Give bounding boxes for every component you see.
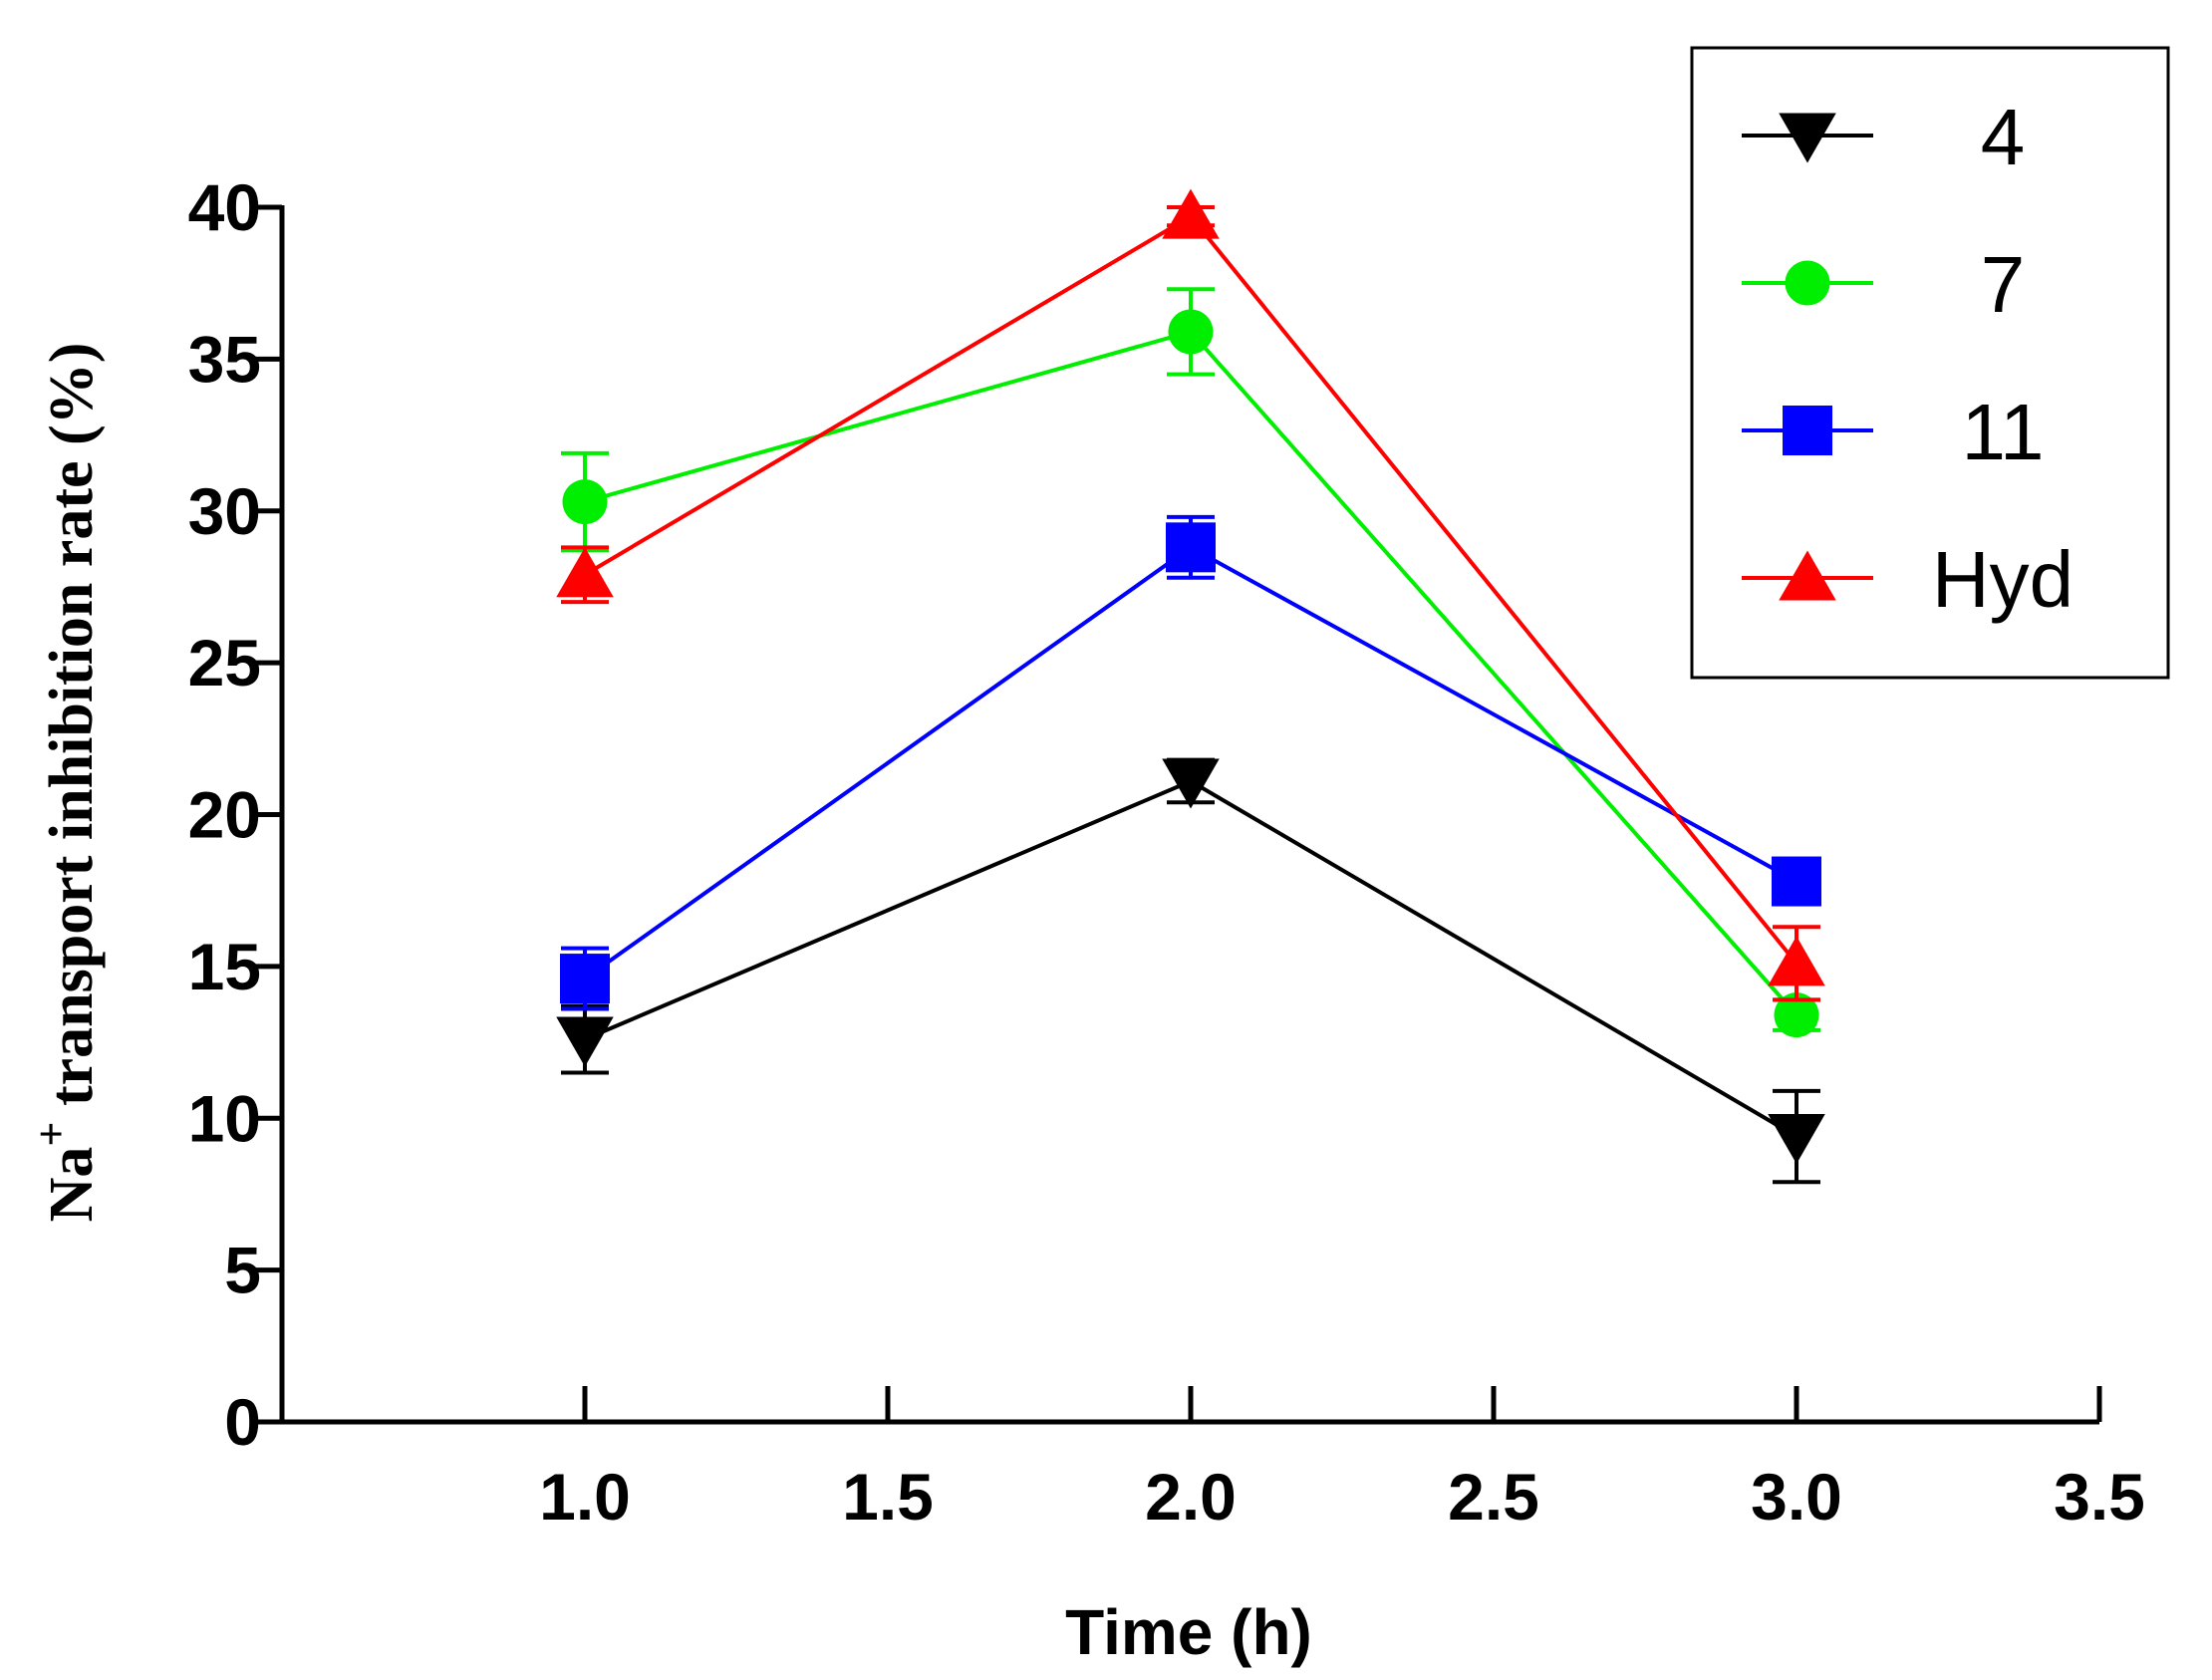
x-tick-label: 2.0	[1145, 1460, 1237, 1534]
y-tick-label: 30	[188, 474, 261, 548]
y-tick-label: 35	[188, 322, 261, 396]
legend-item-Hyd: Hyd	[1742, 535, 2074, 624]
y-tick-label: 20	[188, 778, 261, 852]
legend-item-11: 11	[1742, 388, 2045, 476]
data-point	[562, 479, 608, 525]
data-point	[556, 1016, 614, 1067]
series-group	[556, 188, 1825, 1185]
y-tick-label: 15	[188, 930, 261, 1003]
data-point	[1768, 936, 1825, 986]
y-tick-label: 0	[224, 1385, 261, 1459]
series-line-7	[584, 329, 1798, 1016]
data-point	[560, 954, 610, 1004]
y-ticks: 0 5 10 15 20 25 30 35 40	[188, 170, 282, 1459]
data-point	[1162, 188, 1220, 239]
x-tick-label: 3.5	[2054, 1460, 2145, 1534]
x-tick-label: 2.5	[1448, 1460, 1539, 1534]
legend-box	[1690, 46, 2170, 680]
y-axis-title-post: transport inhibition rate (%)	[38, 343, 106, 1122]
legend-label: 7	[1981, 240, 2026, 329]
y-tick-label: 10	[188, 1081, 261, 1155]
x-tick-label: 3.0	[1751, 1460, 1842, 1534]
data-point	[556, 547, 614, 598]
legend-label: 11	[1961, 388, 2044, 476]
series-4	[556, 757, 1825, 1185]
data-point	[1162, 758, 1220, 809]
y-tick-label: 5	[224, 1234, 261, 1307]
legend-label: 4	[1981, 93, 2026, 181]
legend-marker	[1783, 406, 1832, 455]
data-point	[1768, 1114, 1825, 1165]
legend-item-7: 7	[1742, 240, 2025, 329]
legend-label: Hyd	[1932, 535, 2074, 624]
series-11	[560, 514, 1821, 1011]
data-point	[1774, 992, 1819, 1038]
y-axis-title: Na+ transport inhibition rate (%)	[27, 343, 106, 1223]
x-tick-label: 1.5	[842, 1460, 934, 1534]
legend-marker	[1779, 113, 1836, 163]
legend-marker	[1779, 550, 1836, 601]
data-point	[1168, 309, 1214, 355]
series-7	[561, 287, 1820, 1038]
y-tick-label: 25	[188, 626, 261, 700]
x-axis-title: Time (h)	[1065, 1596, 1312, 1668]
series-line-4	[584, 778, 1798, 1139]
data-point	[1772, 856, 1821, 907]
data-point	[1166, 522, 1216, 573]
series-Hyd	[556, 188, 1825, 1002]
y-axis-title-pre: Na	[38, 1147, 106, 1223]
legend: 4 7 11 Hyd	[1690, 46, 2170, 680]
y-tick-label: 40	[188, 170, 261, 244]
y-axis-title-sup: +	[27, 1122, 76, 1147]
legend-item-4: 4	[1742, 93, 2025, 181]
legend-marker	[1785, 260, 1830, 306]
x-tick-label: 1.0	[539, 1460, 631, 1534]
x-ticks: 1.0 1.5 2.0 2.5 3.0 3.5	[539, 1386, 2145, 1534]
